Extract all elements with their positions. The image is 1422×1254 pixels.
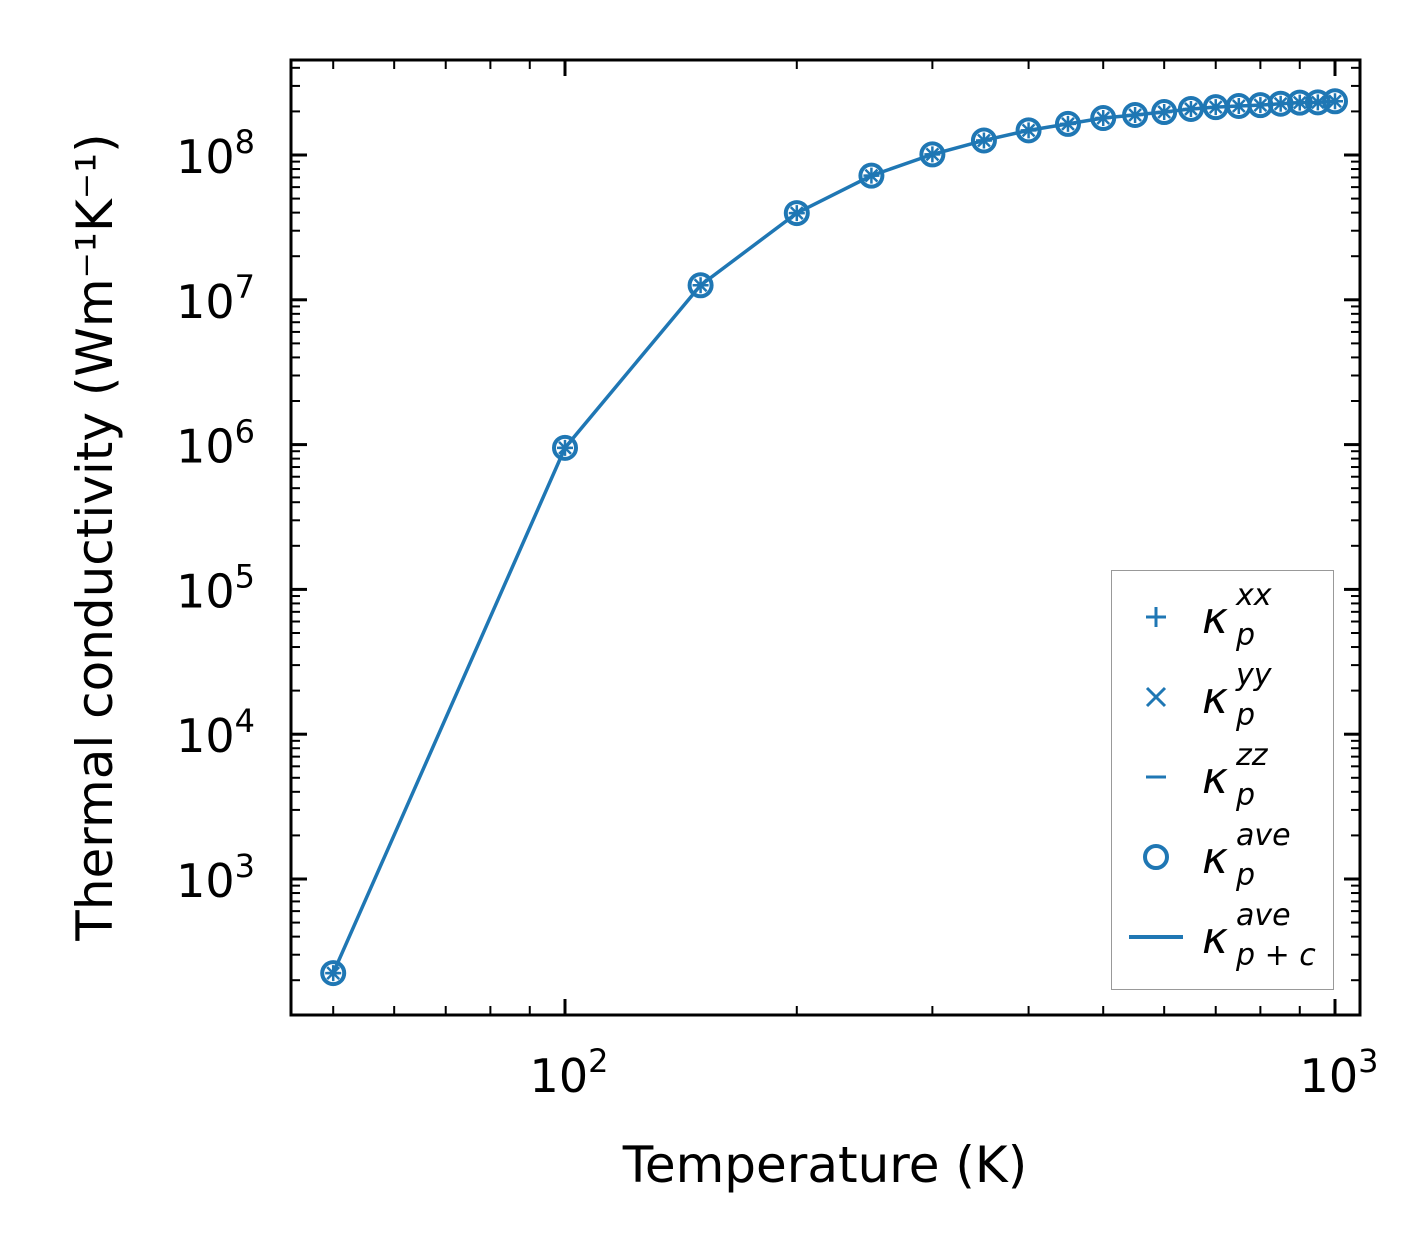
y-tick-label: 104 [176,702,255,763]
marker-circle-kappa-ave [320,960,347,987]
legend-circle-icon [1143,844,1169,870]
marker-circle-kappa-ave [919,141,946,168]
legend-entry: κ ave p [1112,821,1333,901]
legend-label-k: κ [1202,833,1228,884]
marker-circle-kappa-ave [1122,101,1149,128]
legend-label: κ yy p [1202,661,1327,735]
y-tick-label: 105 [176,557,255,618]
y-tick-label: 103 [176,847,255,908]
x-tick-label: 102 [530,1042,609,1103]
x-tick-label: 103 [1300,1042,1379,1103]
x-marker [1145,686,1167,708]
marker-circle-kappa-ave [1177,95,1204,122]
legend-label-k: κ [1202,593,1228,644]
marker-circle-kappa-ave [1015,117,1042,144]
legend-label-k: κ [1202,673,1228,724]
legend-label-sup: zz [1236,738,1268,773]
legend-line-icon [1129,935,1183,939]
marker-circle-kappa-ave [970,127,997,154]
circle-marker [1143,844,1169,870]
marker-circle-kappa-ave [552,434,578,461]
marker-circle-kappa-ave [1054,110,1081,137]
legend-label-sub: p [1236,858,1256,893]
marker-circle-kappa-ave [687,272,714,299]
legend-hline-icon [1146,775,1166,779]
series-group [320,88,1348,987]
marker-circle-kappa-ave [1151,99,1178,126]
y-tick-label: 106 [176,413,255,474]
legend-label-k: κ [1202,753,1228,804]
legend-entry: κ zz p [1112,741,1333,821]
legend-label: κ xx p [1202,581,1327,655]
legend-label: κ ave p + c [1202,901,1327,975]
legend-label-sup: xx [1236,578,1272,613]
marker-circle-kappa-ave [1322,88,1348,115]
legend-label: κ ave p [1202,821,1327,895]
plus-marker [1146,607,1166,627]
plot-frame [289,58,1362,1017]
legend-label-sup: yy [1236,658,1272,693]
legend-label: κ zz p [1202,741,1327,815]
marker-circle-kappa-ave [783,200,810,227]
marker-circle-kappa-ave [1090,105,1117,132]
legend-label-sub: p [1236,778,1256,813]
legend-label-sub: p + c [1236,938,1316,973]
legend-label-sub: p [1236,618,1256,653]
legend-entry: κ xx p [1112,581,1333,661]
x-axis-label: Temperature (K) [622,1136,1027,1194]
legend-label-k: κ [1202,913,1228,964]
y-axis-label: Thermal conductivity (Wm⁻¹K⁻¹) [66,133,124,941]
legend-entry: κ ave p + c [1112,901,1333,981]
legend-plus-icon [1146,607,1166,627]
legend-label-sup: ave [1236,898,1291,933]
legend-label-sup: ave [1236,818,1291,853]
legend-label-sub: p [1236,698,1256,733]
marker-circle-kappa-ave [1267,90,1294,117]
legend-entry: κ yy p [1112,661,1333,741]
y-tick-label: 108 [176,123,255,184]
legend: κ xx p κ yy p κ zz p κ ave p κ ave p + c [1111,570,1334,990]
tick-labels: 102 103 103 104 105 106 107 108 [176,123,1378,1103]
y-tick-label: 107 [176,268,255,329]
marker-circle-kappa-ave [858,162,885,189]
legend-x-icon [1145,686,1167,708]
